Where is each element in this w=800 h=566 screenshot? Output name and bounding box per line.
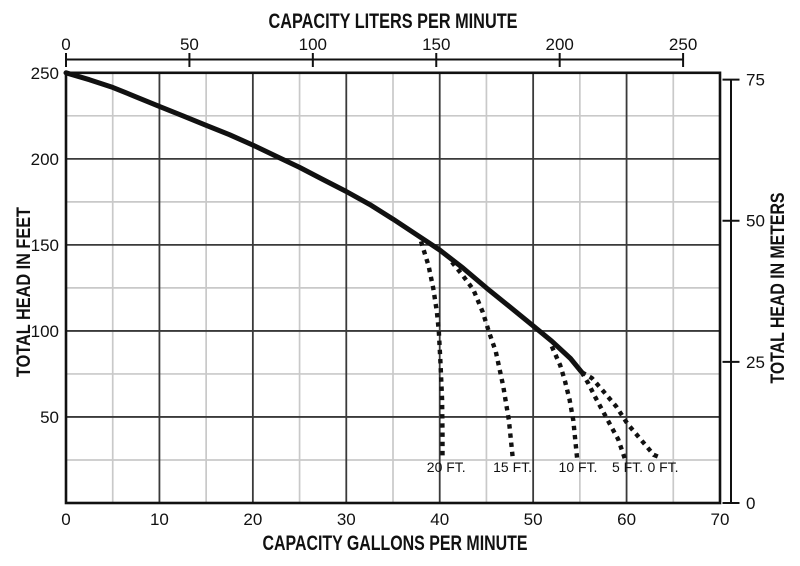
gallons-tick-label: 70 bbox=[711, 510, 730, 529]
liters-tick-label: 200 bbox=[545, 35, 573, 54]
left-axis-title: TOTAL HEAD IN FEET bbox=[14, 207, 35, 377]
plot-border bbox=[64, 71, 722, 505]
right-axis-title: TOTAL HEAD IN METERS bbox=[768, 193, 789, 384]
meters-tick-label: 25 bbox=[746, 353, 765, 372]
liters-tick-label: 250 bbox=[669, 35, 697, 54]
liters-tick-label: 0 bbox=[61, 35, 70, 54]
feet-tick-label: 150 bbox=[31, 236, 59, 255]
gallons-tick-label: 50 bbox=[524, 510, 543, 529]
liters-tick-label: 50 bbox=[180, 35, 199, 54]
suction-lift-20ft-label: 20 FT. bbox=[427, 459, 466, 475]
suction-lift-10ft-curve bbox=[549, 345, 580, 459]
gallons-tick-label: 10 bbox=[150, 510, 169, 529]
suction-lift-0ft-curve bbox=[580, 370, 663, 461]
feet-tick-label: 50 bbox=[40, 408, 59, 427]
liters-tick-label: 150 bbox=[422, 35, 450, 54]
feet-tick-label: 200 bbox=[31, 150, 59, 169]
suction-lift-10ft-label: 10 FT. bbox=[559, 459, 598, 475]
meters-tick-label: 0 bbox=[746, 494, 755, 513]
gallons-tick-label: 30 bbox=[337, 510, 356, 529]
main-performance-curve-curve bbox=[63, 70, 585, 375]
suction-lift-5ft-curve bbox=[579, 371, 627, 460]
meters-tick-label: 75 bbox=[746, 71, 765, 90]
feet-tick-label: 100 bbox=[31, 322, 59, 341]
suction-lift-5ft-label: 5 FT. bbox=[612, 459, 643, 475]
top-axis-title: CAPACITY LITERS PER MINUTE bbox=[269, 10, 518, 33]
feet-tick-label: 250 bbox=[31, 64, 59, 83]
liters-tick-label: 100 bbox=[299, 35, 327, 54]
gallons-tick-label: 0 bbox=[61, 510, 70, 529]
gallons-tick-label: 20 bbox=[243, 510, 262, 529]
gallons-tick-label: 40 bbox=[430, 510, 449, 529]
meters-tick-label: 50 bbox=[746, 212, 765, 231]
suction-lift-0ft-label: 0 FT. bbox=[647, 459, 678, 475]
suction-lift-15ft-curve bbox=[450, 260, 515, 457]
suction-lift-15ft-label: 15 FT. bbox=[493, 459, 532, 475]
gallons-tick-label: 60 bbox=[617, 510, 636, 529]
bottom-axis-title: CAPACITY GALLONS PER MINUTE bbox=[263, 532, 528, 555]
